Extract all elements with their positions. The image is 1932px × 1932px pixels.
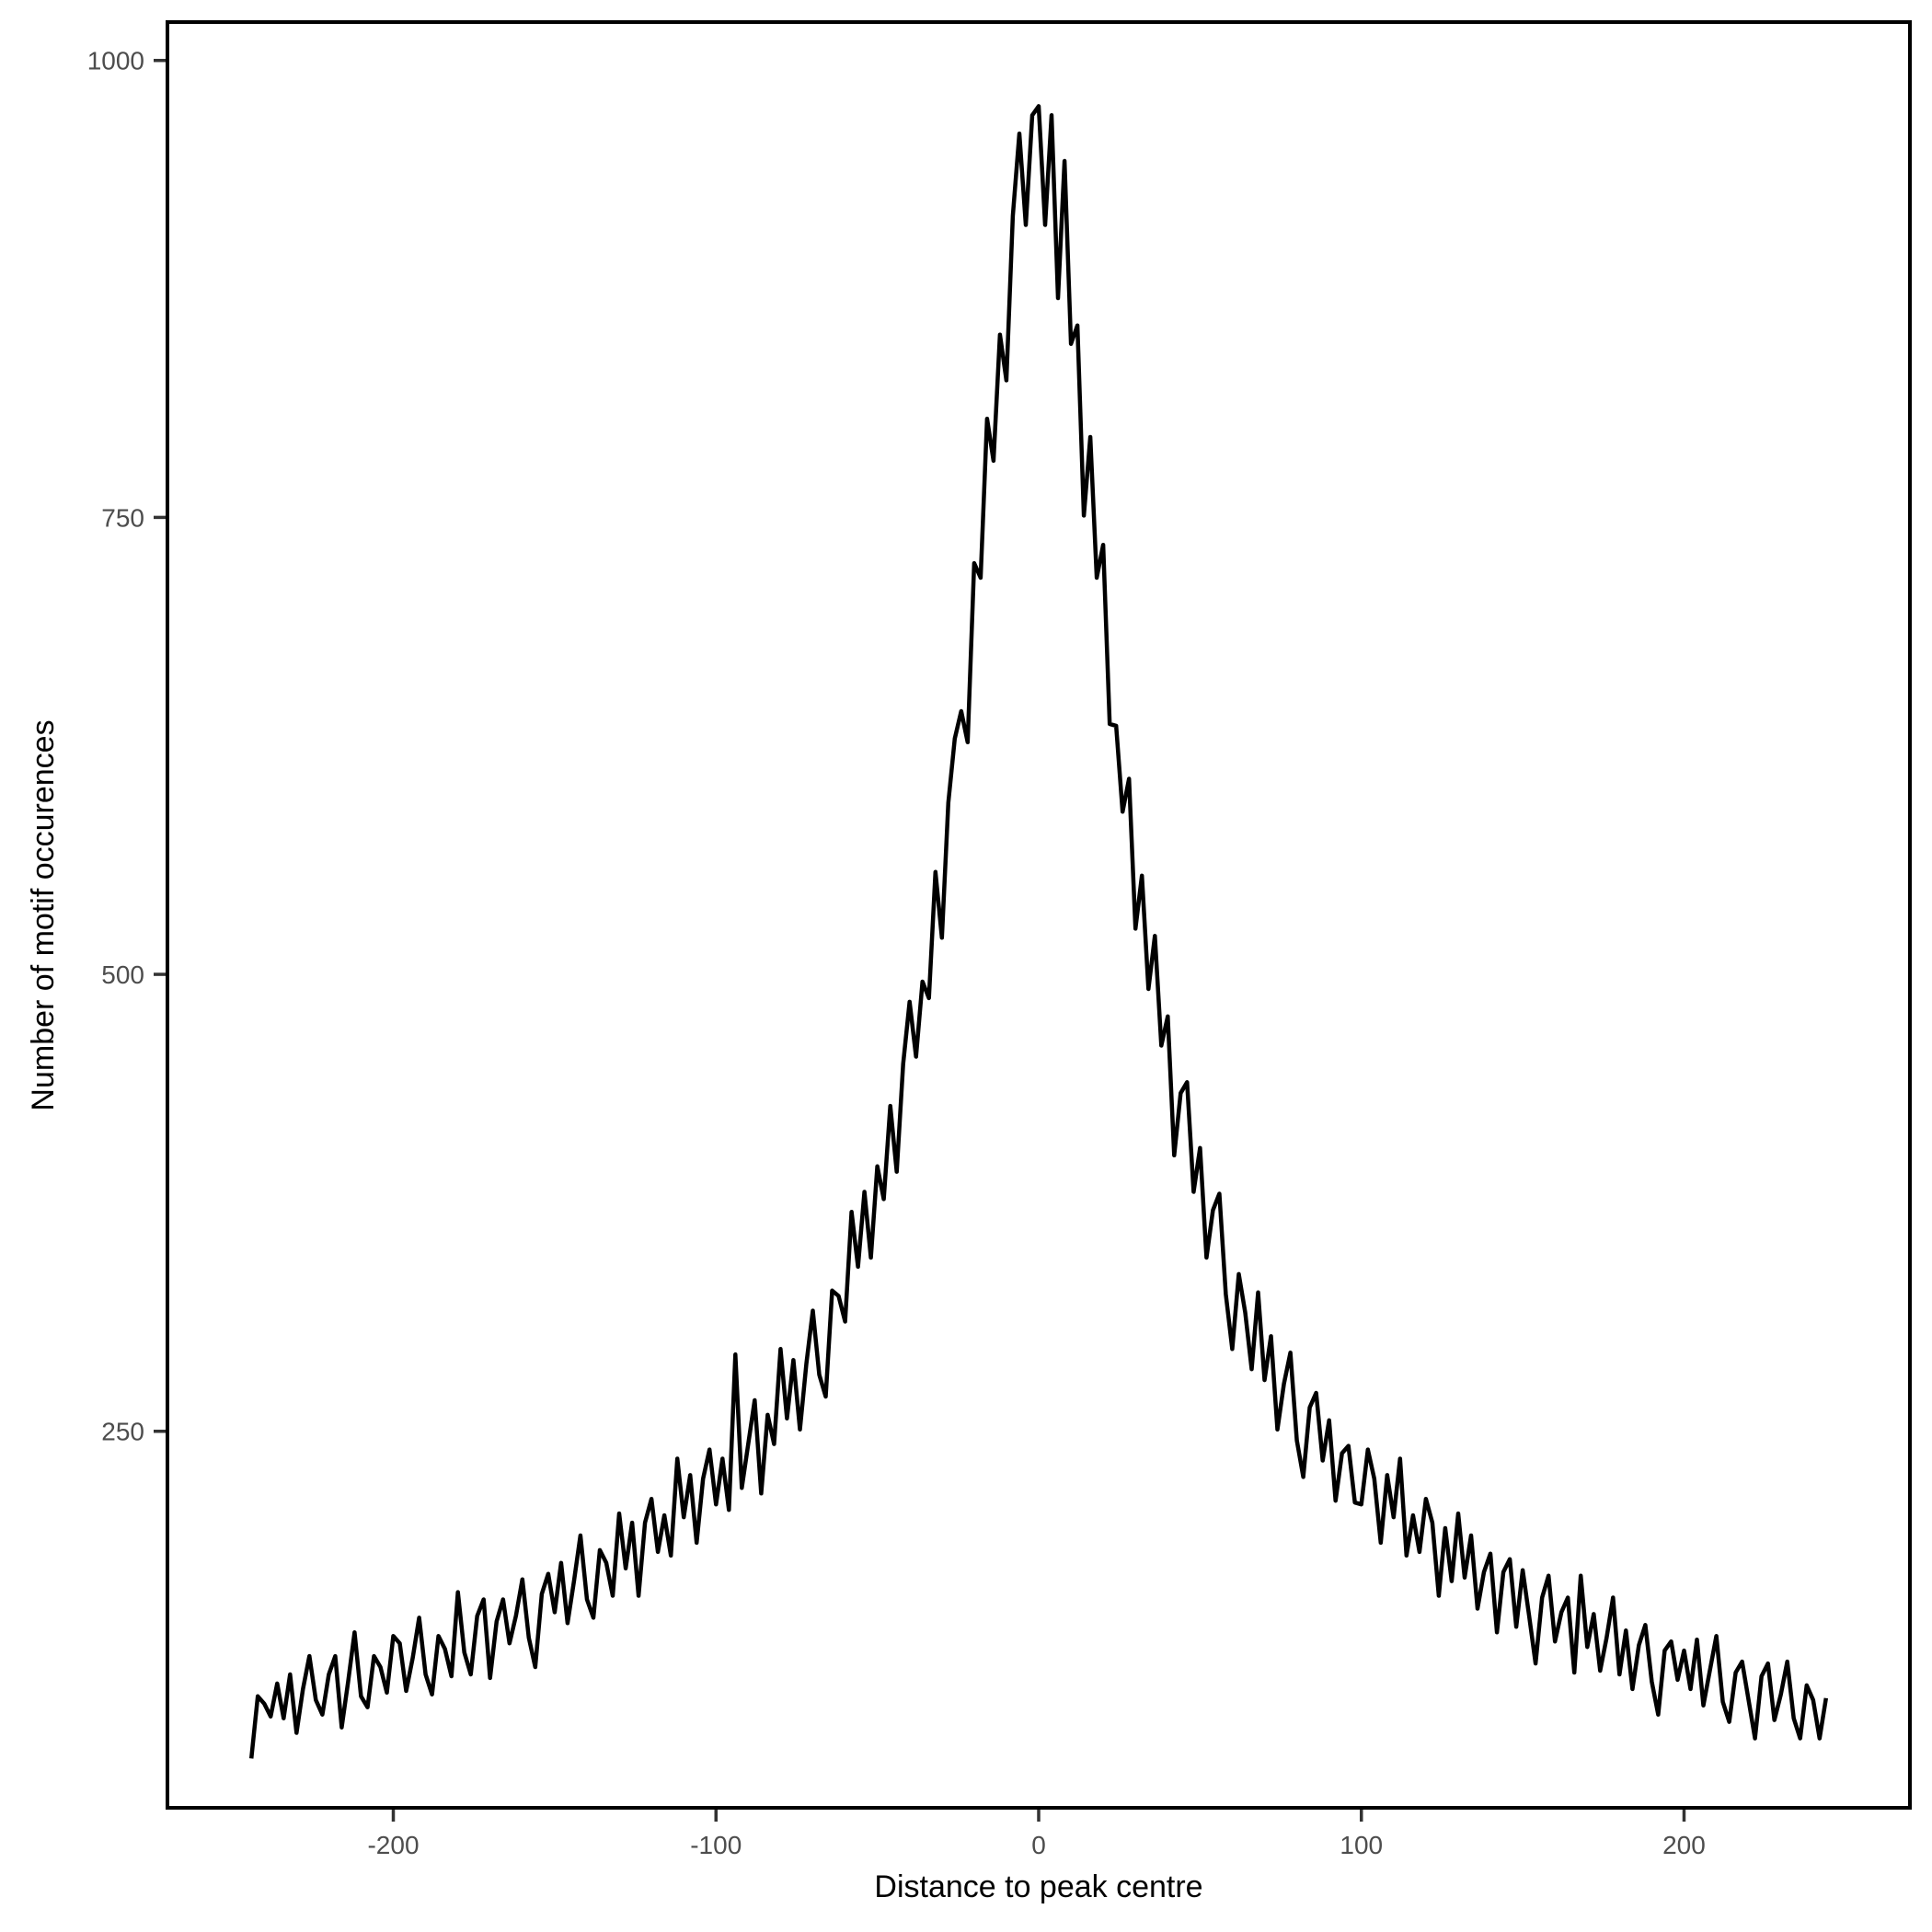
y-tick-label: 1000 (87, 47, 144, 75)
y-tick-label: 250 (101, 1418, 144, 1446)
x-tick-label: -100 (690, 1831, 742, 1859)
y-tick-label: 500 (101, 960, 144, 989)
x-tick-label: 0 (1031, 1831, 1046, 1859)
x-tick-label: 200 (1662, 1831, 1706, 1859)
plot-panel-border (166, 20, 1912, 1810)
x-tick-label: 100 (1340, 1831, 1383, 1859)
x-axis-ticks: -200 -100 0 100 200 (367, 1810, 1706, 1859)
x-tick-label: -200 (367, 1831, 419, 1859)
y-axis-title: Number of motif occurences (26, 719, 61, 1110)
y-tick-label: 750 (101, 503, 144, 532)
x-axis-title: Distance to peak centre (874, 1869, 1202, 1904)
series-line (248, 104, 1829, 1759)
y-axis-ticks: 250 500 750 1000 (87, 47, 166, 1446)
